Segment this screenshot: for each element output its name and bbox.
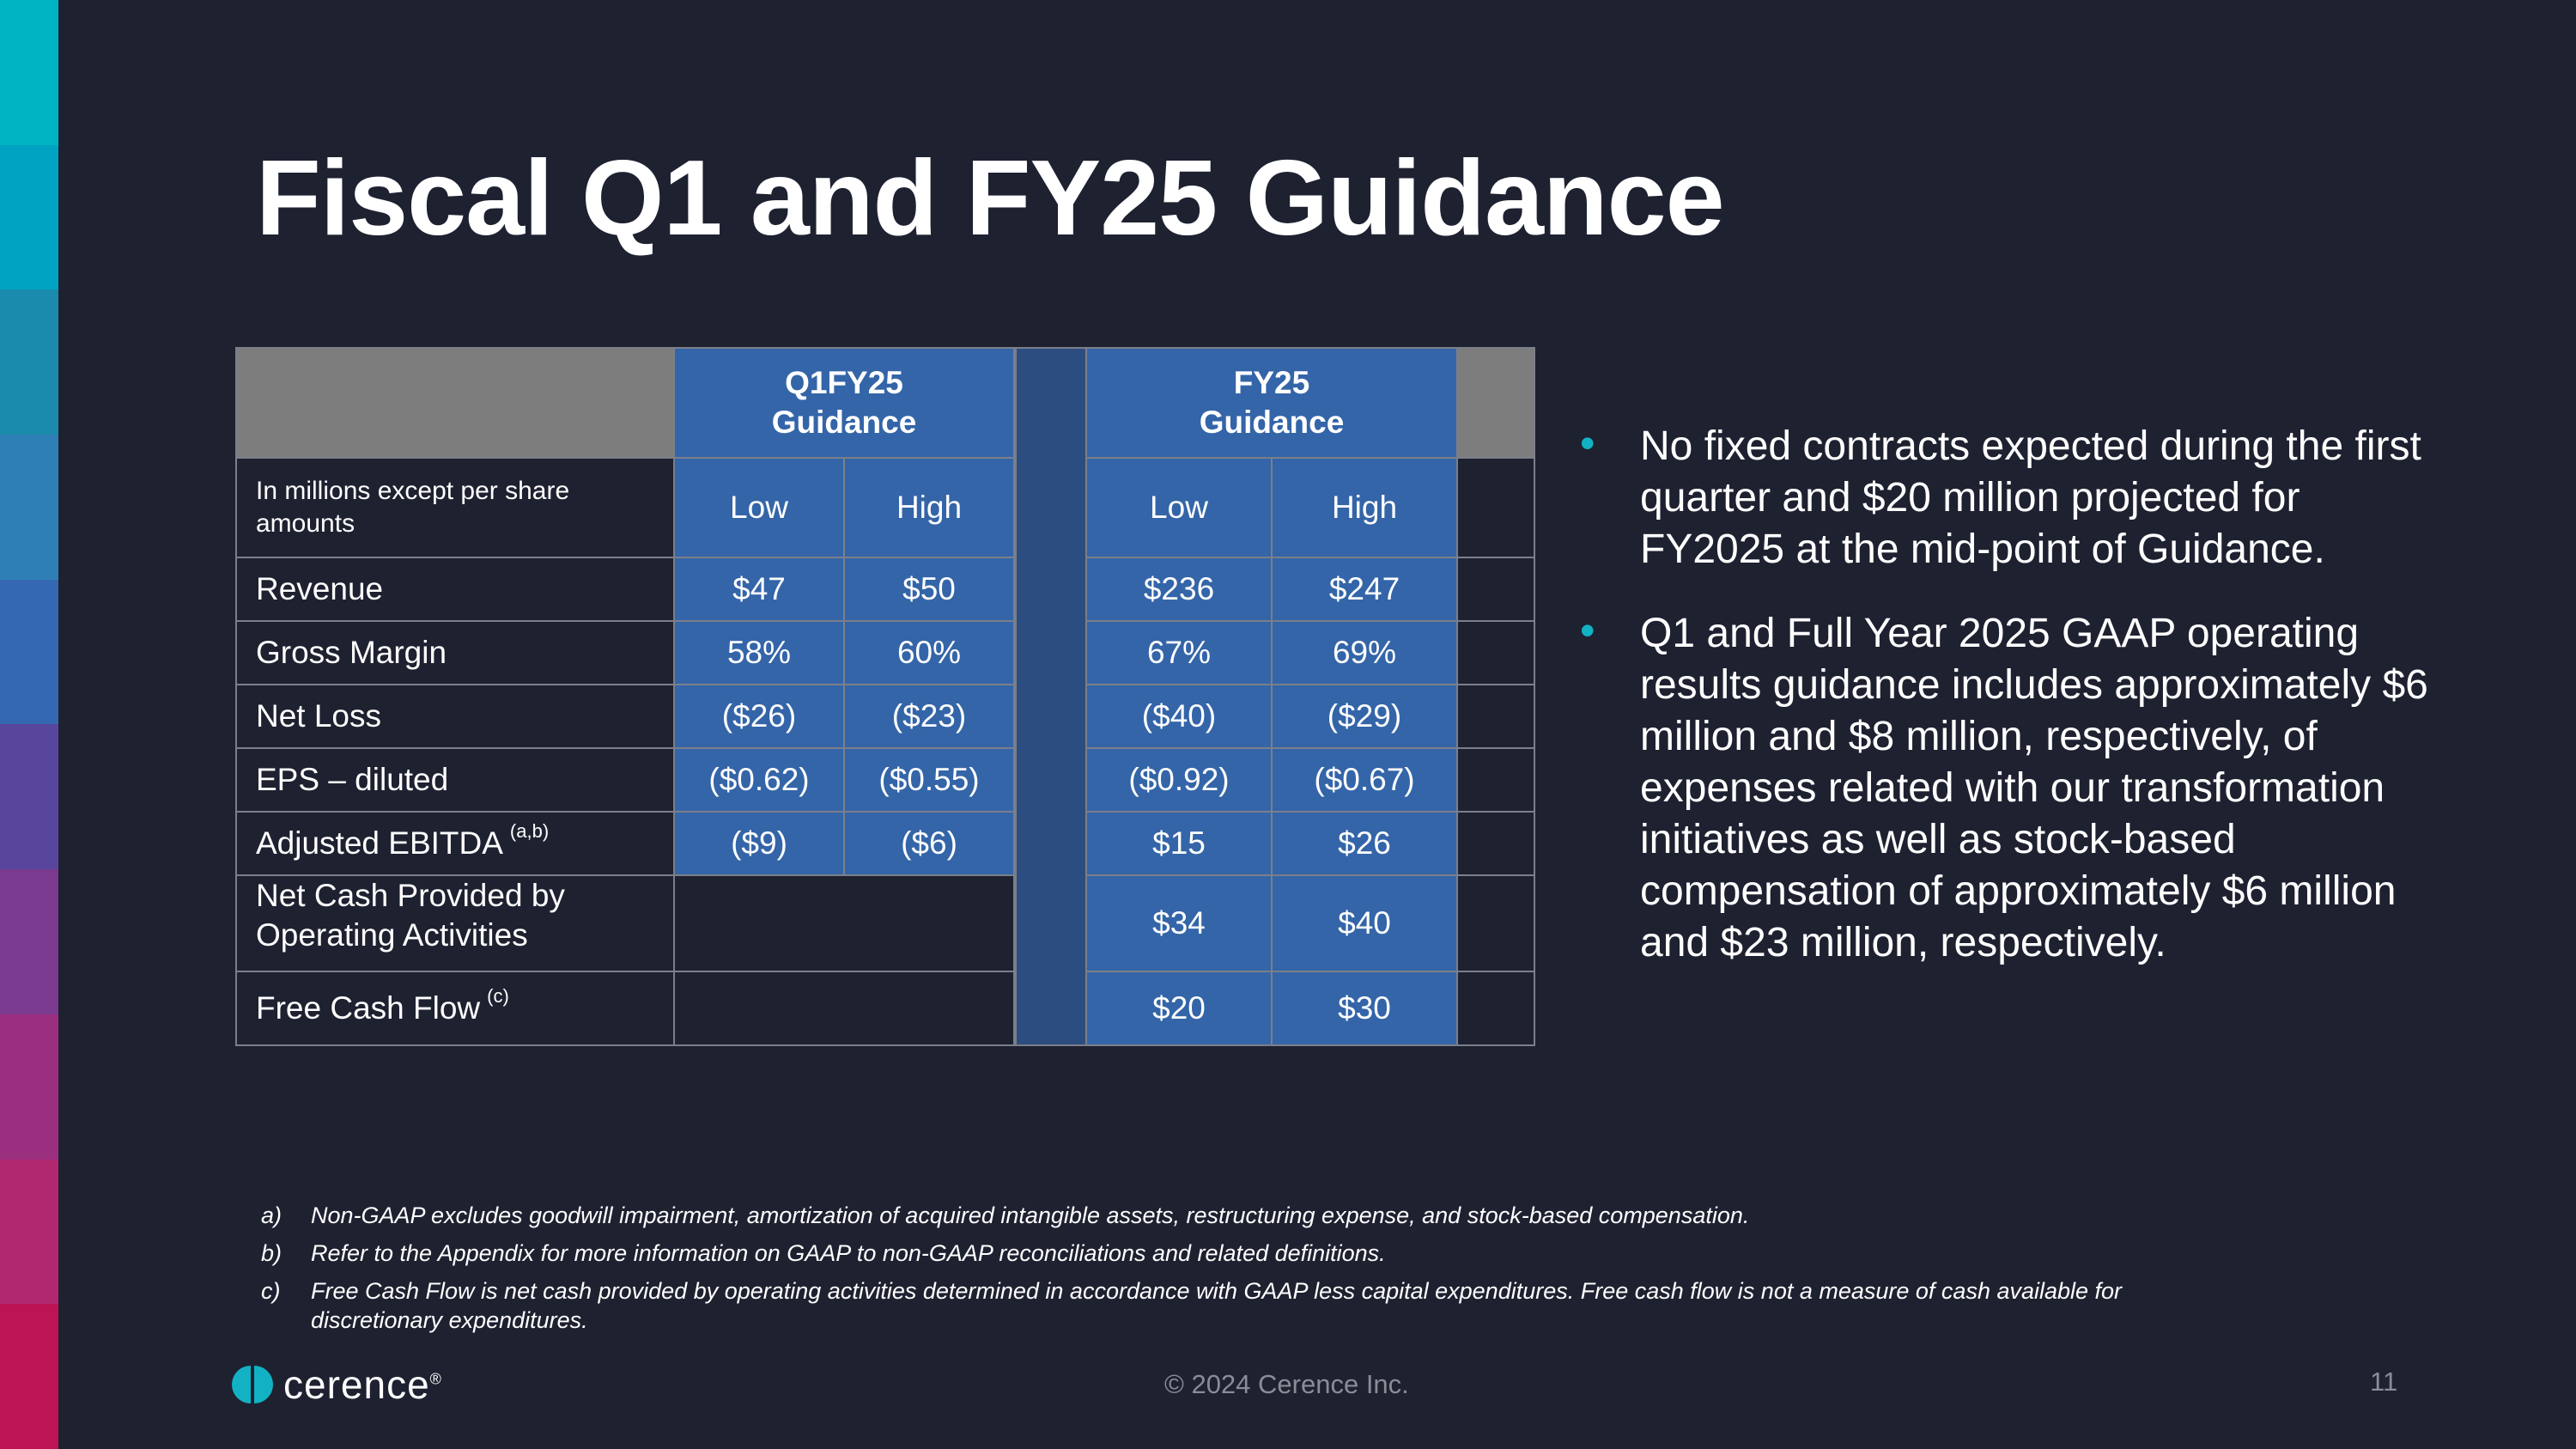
bullet-dot-icon: • <box>1580 606 1595 654</box>
table-right-cell <box>1456 874 1535 972</box>
table-right-cell <box>1456 811 1535 876</box>
logo-wordmark: cerence® <box>283 1361 442 1408</box>
net-cash-q1-empty <box>673 874 1015 972</box>
footnote-text: Refer to the Appendix for more informati… <box>311 1240 1386 1266</box>
row-label-free-cash-flow: Free Cash Flow (c) <box>235 971 675 1046</box>
bullet-item: • No fixed contracts expected during the… <box>1577 419 2435 575</box>
fy-high-header: High <box>1271 457 1458 558</box>
stripe-segment <box>0 435 58 580</box>
bullet-text: Q1 and Full Year 2025 GAAP operating res… <box>1640 611 2428 965</box>
guidance-table: Q1FY25 Guidance FY25 Guidance In million… <box>235 347 1535 1046</box>
table-right-header-cell <box>1456 347 1535 459</box>
net-cash-fy-high: $40 <box>1271 874 1458 972</box>
row-label-gross-margin: Gross Margin <box>235 620 675 685</box>
bullet-item: • Q1 and Full Year 2025 GAAP operating r… <box>1577 606 2435 969</box>
q1-header-line1: Q1FY25 <box>785 365 903 400</box>
footnote-item: b) Refer to the Appendix for more inform… <box>261 1239 2236 1268</box>
ebitda-q1-low: ($9) <box>673 811 845 876</box>
adjusted-ebitda-footnote-ref: (a,b) <box>509 820 550 842</box>
gross-margin-fy-high: 69% <box>1271 620 1458 685</box>
copyright-notice: © 2024 Cerence Inc. <box>1164 1369 1409 1399</box>
net-cash-label-line2: Operating Activities <box>256 917 528 953</box>
footnote-item: c) Free Cash Flow is net cash provided b… <box>261 1276 2236 1335</box>
eps-q1-low: ($0.62) <box>673 747 845 813</box>
row-label-revenue: Revenue <box>235 557 675 622</box>
gross-margin-q1-high: 60% <box>843 620 1015 685</box>
table-right-cell <box>1456 684 1535 749</box>
units-label: In millions except per share amounts <box>256 477 570 538</box>
footnotes: a) Non-GAAP excludes goodwill impairment… <box>261 1201 2236 1343</box>
units-label-cell: In millions except per share amounts <box>235 457 675 558</box>
row-label-adjusted-ebitda: Adjusted EBITDA (a,b) <box>235 811 675 876</box>
footnote-key: b) <box>261 1240 283 1266</box>
footnote-key: c) <box>261 1278 281 1304</box>
guidance-commentary: • No fixed contracts expected during the… <box>1577 419 2435 1002</box>
table-right-cell <box>1456 620 1535 685</box>
free-cash-flow-fy-high: $30 <box>1271 971 1458 1046</box>
bullet-dot-icon: • <box>1580 419 1595 467</box>
footnote-text: Non-GAAP excludes goodwill impairment, a… <box>311 1202 1750 1228</box>
free-cash-flow-footnote-ref: (c) <box>487 985 509 1007</box>
net-loss-q1-high: ($23) <box>843 684 1015 749</box>
row-label-eps-diluted: EPS – diluted <box>235 747 675 813</box>
ebitda-fy-low: $15 <box>1085 811 1273 876</box>
table-right-cell <box>1456 971 1535 1046</box>
fy25-guidance-header: FY25 Guidance <box>1085 347 1458 459</box>
gross-margin-fy-low: 67% <box>1085 620 1273 685</box>
page-title: Fiscal Q1 and FY25 Guidance <box>256 139 1725 258</box>
footnote-key: a) <box>261 1202 283 1228</box>
bullet-text: No fixed contracts expected during the f… <box>1640 423 2421 572</box>
cerence-logo-icon <box>232 1366 273 1403</box>
logo-registered-mark: ® <box>429 1370 442 1388</box>
revenue-fy-high: $247 <box>1271 557 1458 622</box>
stripe-segment <box>0 1014 58 1160</box>
net-cash-fy-low: $34 <box>1085 874 1273 972</box>
stripe-segment <box>0 579 58 725</box>
stripe-segment <box>0 0 58 145</box>
footnote-text: Free Cash Flow is net cash provided by o… <box>311 1278 2123 1333</box>
net-loss-q1-low: ($26) <box>673 684 845 749</box>
net-loss-fy-low: ($40) <box>1085 684 1273 749</box>
eps-fy-low: ($0.92) <box>1085 747 1273 813</box>
table-corner-cell <box>235 347 675 459</box>
fy-header-line2: Guidance <box>1199 405 1345 440</box>
table-right-cell <box>1456 747 1535 813</box>
table-right-cell <box>1456 557 1535 622</box>
net-loss-fy-high: ($29) <box>1271 684 1458 749</box>
cerence-logo: cerence® <box>232 1361 442 1408</box>
net-cash-label-line1: Net Cash Provided by <box>256 878 565 913</box>
column-group-separator <box>1015 347 1087 1046</box>
eps-q1-high: ($0.55) <box>843 747 1015 813</box>
fy-header-line1: FY25 <box>1233 365 1310 400</box>
adjusted-ebitda-label: Adjusted EBITDA <box>256 825 503 861</box>
brand-color-stripe <box>0 0 58 1449</box>
table-right-cell <box>1456 457 1535 558</box>
ebitda-fy-high: $26 <box>1271 811 1458 876</box>
stripe-segment <box>0 1159 58 1305</box>
page-number: 11 <box>2370 1367 2398 1397</box>
q1-header-line2: Guidance <box>771 405 917 440</box>
revenue-fy-low: $236 <box>1085 557 1273 622</box>
logo-wordmark-text: cerence <box>283 1362 430 1407</box>
footnote-item: a) Non-GAAP excludes goodwill impairment… <box>261 1201 2236 1230</box>
stripe-segment <box>0 869 58 1014</box>
stripe-segment <box>0 289 58 435</box>
free-cash-flow-q1-empty <box>673 971 1015 1046</box>
q1-high-header: High <box>843 457 1015 558</box>
stripe-segment <box>0 1304 58 1449</box>
revenue-q1-low: $47 <box>673 557 845 622</box>
q1-low-header: Low <box>673 457 845 558</box>
free-cash-flow-fy-low: $20 <box>1085 971 1273 1046</box>
stripe-segment <box>0 144 58 290</box>
gross-margin-q1-low: 58% <box>673 620 845 685</box>
row-label-net-cash: Net Cash Provided by Operating Activitie… <box>235 874 675 972</box>
row-label-net-loss: Net Loss <box>235 684 675 749</box>
fy-low-header: Low <box>1085 457 1273 558</box>
ebitda-q1-high: ($6) <box>843 811 1015 876</box>
stripe-segment <box>0 724 58 870</box>
free-cash-flow-label: Free Cash Flow <box>256 990 481 1026</box>
eps-fy-high: ($0.67) <box>1271 747 1458 813</box>
revenue-q1-high: $50 <box>843 557 1015 622</box>
q1-guidance-header: Q1FY25 Guidance <box>673 347 1015 459</box>
